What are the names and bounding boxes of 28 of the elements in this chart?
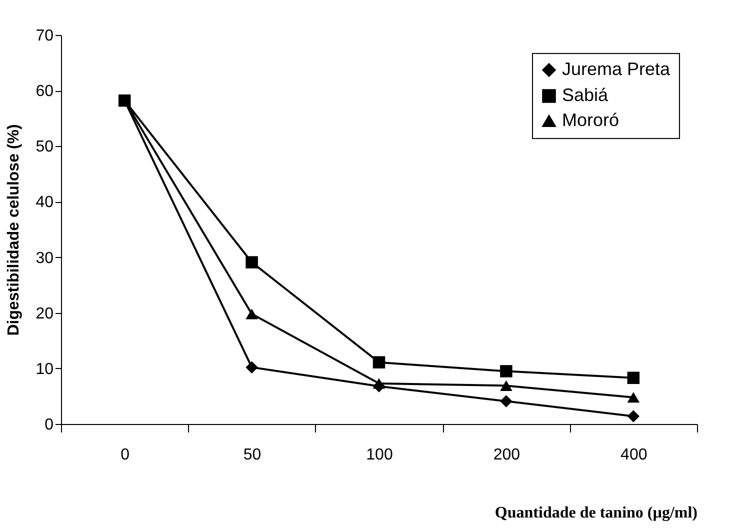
x-tick-label: 50 [243,446,262,464]
point [500,365,512,378]
point [627,410,640,422]
point [627,372,640,384]
legend-label: Jurema Preta [562,59,672,79]
y-tick-label: 50 [36,138,54,156]
point [246,308,258,320]
legend-label: Sabiá [562,85,610,105]
y-tick-label: 70 [36,28,54,44]
x-tick-label: 0 [120,446,130,464]
x-tick-label: 400 [620,446,648,464]
y-axis-title: Digestibilidade celulose (%) [6,124,23,336]
x-axis-title: Quantidade de tanino (µg/ml) [494,504,698,522]
y-tick-label: 60 [36,83,54,100]
point [500,395,512,408]
point [627,392,640,403]
y-tick-label: 30 [36,250,54,267]
point [246,256,258,268]
point [246,361,258,374]
point [500,380,512,391]
y-tick-label: 20 [36,305,54,322]
y-tick-label: 10 [36,360,54,378]
x-tick-label: 100 [366,446,393,464]
x-tick-label: 200 [493,446,520,464]
legend-label: Mororó [562,110,620,130]
y-tick-label: 0 [44,416,54,434]
point [372,356,386,368]
y-tick-label: 40 [36,194,54,212]
